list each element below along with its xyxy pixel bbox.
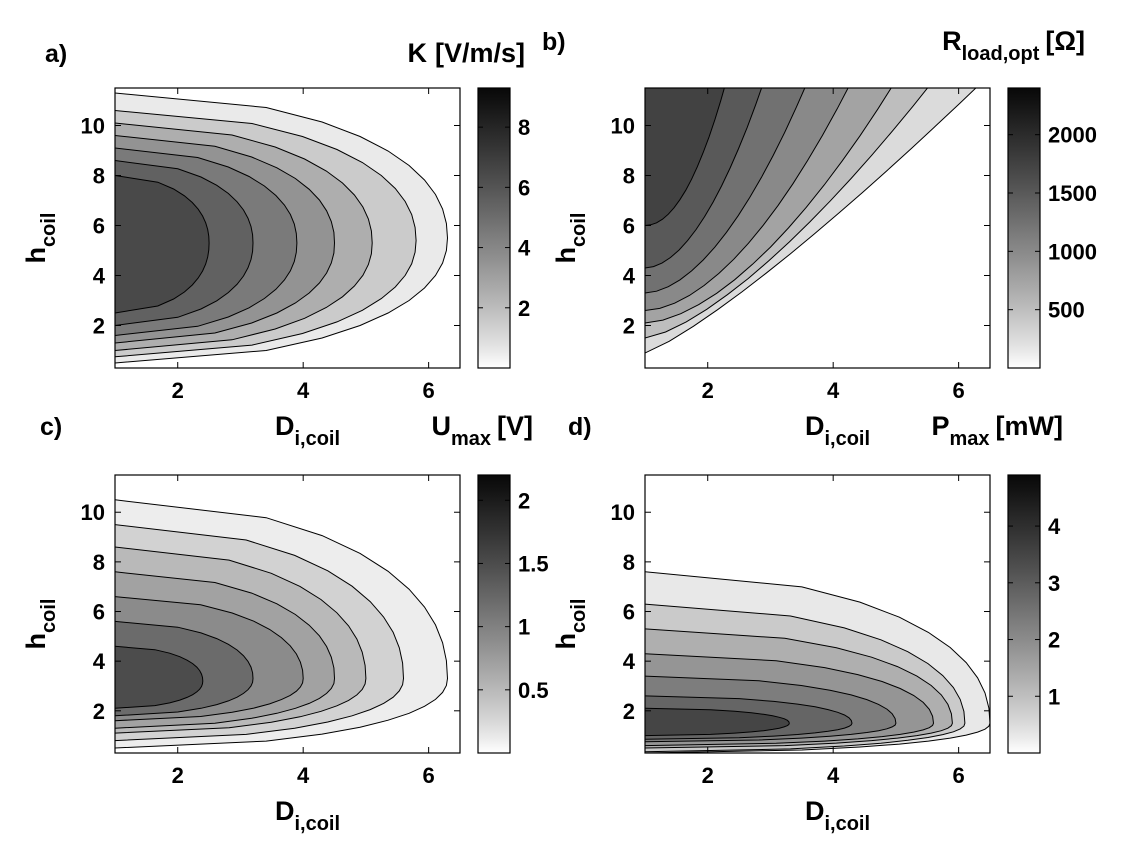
x-axis-label: Di,coil [805, 411, 870, 450]
colorbar-tick-label: 1500 [1048, 181, 1097, 206]
y-axis-label: hcoil [551, 213, 590, 264]
x-tick-label: 2 [702, 378, 714, 403]
y-tick-label: 6 [623, 600, 635, 625]
y-tick-label: 4 [93, 264, 106, 289]
y-tick-label: 10 [81, 500, 105, 525]
colorbar-tick-label: 1.5 [518, 551, 549, 576]
x-tick-label: 4 [827, 763, 840, 788]
colorbar-tick-label: 2 [518, 488, 530, 513]
y-tick-label: 4 [93, 649, 106, 674]
y-tick-label: 6 [93, 600, 105, 625]
colorbar [477, 87, 511, 369]
colorbar-tick-label: 2 [518, 296, 530, 321]
x-tick-label: 6 [423, 763, 435, 788]
colorbar-tick-label: 4 [1048, 514, 1061, 539]
colorbar-tick-label: 500 [1048, 298, 1085, 323]
colorbar [1007, 474, 1041, 754]
panel-label: b) [542, 28, 566, 56]
colorbar [1007, 87, 1041, 369]
y-tick-label: 8 [93, 164, 105, 189]
axes-frame [114, 87, 461, 369]
y-axis-label: hcoil [551, 599, 590, 650]
colorbar-tick-label: 1 [518, 615, 530, 640]
colorbar-tick-label: 4 [518, 236, 531, 261]
x-tick-label: 6 [953, 378, 965, 403]
colorbar-tick-label: 6 [518, 175, 530, 200]
panel-label: c) [40, 413, 62, 441]
y-tick-label: 8 [93, 550, 105, 575]
y-tick-label: 4 [623, 264, 636, 289]
y-tick-label: 8 [623, 164, 635, 189]
x-tick-label: 4 [827, 378, 840, 403]
x-tick-label: 4 [297, 378, 310, 403]
x-tick-label: 6 [423, 378, 435, 403]
y-tick-label: 2 [93, 699, 105, 724]
x-tick-label: 2 [172, 378, 184, 403]
colorbar-tick-label: 8 [518, 115, 530, 140]
colorbar-title: Umax [V] [431, 411, 533, 450]
colorbar-tick-label: 3 [1048, 571, 1060, 596]
x-tick-label: 2 [172, 763, 184, 788]
colorbar-title: Pmax [mW] [931, 411, 1063, 450]
panel-label: d) [568, 413, 592, 441]
axes-frame [644, 474, 991, 754]
colorbar-tick-label: 0.5 [518, 678, 549, 703]
colorbar-title: K [V/m/s] [407, 38, 525, 68]
colorbar-tick-label: 1 [1048, 684, 1060, 709]
y-tick-label: 2 [623, 314, 635, 339]
colorbar-tick-label: 1000 [1048, 239, 1097, 264]
panel-b: 2 4 6 2 4 6 8 10 500 1000 1500 2000 b) Rload,opt [Ω] Di… [542, 26, 1097, 450]
panel-c: 2 4 6 2 4 6 8 10 0.5 1 1.5 2 c) Umax [V] Di,coil hcoil [21, 411, 549, 835]
contour-level-7 [115, 175, 210, 314]
contour-level-7 [115, 645, 204, 709]
y-tick-label: 2 [623, 699, 635, 724]
colorbar-title: Rload,opt [Ω] [942, 26, 1085, 65]
contour-level-7 [645, 88, 725, 226]
y-tick-label: 6 [93, 214, 105, 239]
axes-frame [114, 474, 461, 754]
x-axis-label: Di,coil [275, 411, 340, 450]
y-tick-label: 10 [611, 114, 635, 139]
x-axis-label: Di,coil [275, 796, 340, 835]
x-tick-label: 2 [702, 763, 714, 788]
contour-level-7 [645, 707, 790, 737]
colorbar-tick-label: 2 [1048, 628, 1060, 653]
y-tick-label: 8 [623, 550, 635, 575]
panel-a: 2 4 6 2 4 6 8 10 2 4 6 8 a) K [V/m/s] Di,coil hcoil [21, 38, 531, 450]
colorbar-tick-label: 2000 [1048, 123, 1097, 148]
y-tick-label: 10 [611, 500, 635, 525]
x-tick-label: 4 [297, 763, 310, 788]
y-tick-label: 4 [623, 649, 636, 674]
y-axis-label: hcoil [21, 599, 60, 650]
x-tick-label: 6 [953, 763, 965, 788]
y-tick-label: 2 [93, 314, 105, 339]
y-axis-label: hcoil [21, 213, 60, 264]
y-tick-label: 6 [623, 214, 635, 239]
panel-label: a) [45, 40, 67, 68]
colorbar [477, 474, 511, 754]
axes-frame [644, 87, 991, 369]
x-axis-label: Di,coil [805, 796, 870, 835]
y-tick-label: 10 [81, 114, 105, 139]
